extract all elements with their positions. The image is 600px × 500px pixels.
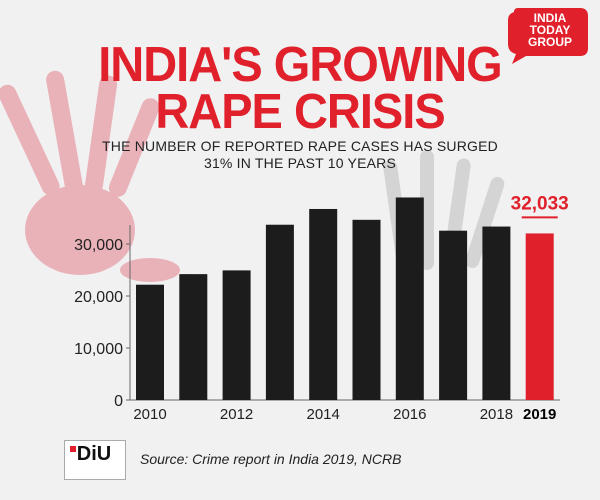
y-tick-label: 20,000 (74, 289, 123, 306)
india-today-logo (508, 8, 588, 64)
diu-logo-text: DiU (76, 443, 112, 465)
headline-line-2: RAPE CRISIS (155, 82, 445, 139)
x-axis: 2010 2012 2014 2016 2018 2019 (133, 406, 556, 423)
bar-2011 (179, 274, 208, 400)
bar-2018 (482, 226, 511, 400)
highlight-value-label: 32,033 (511, 193, 569, 214)
bars: 32,033 (136, 193, 569, 400)
logo-line-1: INDIA (533, 11, 567, 25)
diu-logo: DiU (64, 440, 126, 480)
headline-line-1: INDIA'S GROWING (98, 35, 503, 92)
bar-2019 (525, 233, 554, 400)
x-tick-label: 2018 (480, 406, 513, 423)
bar-2017 (439, 230, 468, 400)
bar-2013 (265, 224, 294, 400)
x-tick-label: 2014 (307, 406, 340, 423)
bar-2016 (395, 197, 424, 400)
y-tick-label: 0 (114, 393, 123, 410)
bar-2010 (136, 284, 164, 400)
logo-line-3: GROUP (527, 35, 572, 49)
subheadline-line-2: 31% IN THE PAST 10 YEARS (203, 155, 397, 171)
x-tick-label: 2010 (133, 406, 166, 423)
x-tick-label: 2016 (393, 406, 426, 423)
subheadline-line-1: THE NUMBER OF REPORTED RAPE CASES HAS SU… (102, 138, 498, 154)
bar-2012 (222, 270, 251, 400)
diu-dot-icon (70, 446, 76, 452)
source-note: Source: Crime report in India 2019, NCRB (140, 451, 402, 467)
y-tick-label: 10,000 (74, 341, 123, 358)
bar-2014 (309, 208, 338, 400)
bar-2015 (352, 219, 381, 400)
x-tick-label: 2012 (220, 406, 253, 423)
y-tick-label: 30,000 (74, 237, 123, 254)
blood-handprint-icon (0, 70, 200, 286)
logo-line-2: TODAY (529, 23, 571, 37)
x-tick-label: 2019 (523, 406, 556, 423)
